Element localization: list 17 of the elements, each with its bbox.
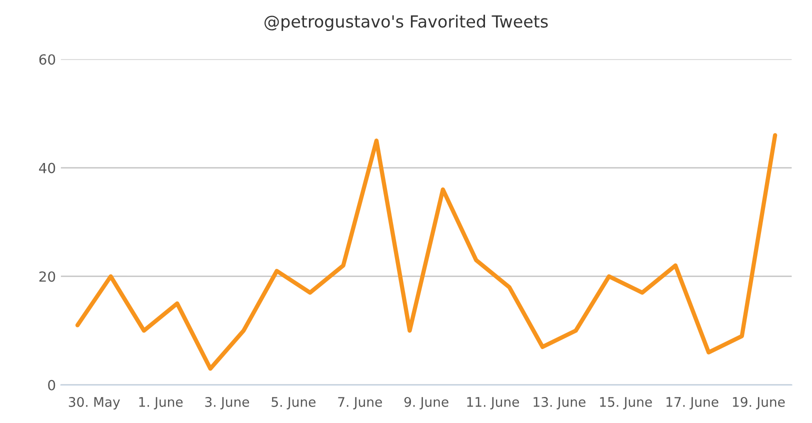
y-tick-label: 60 — [39, 54, 56, 65]
x-tick-label: 3. June — [205, 396, 250, 410]
y-tick-label: 20 — [39, 271, 56, 282]
x-tick-label: 17. June — [666, 397, 718, 410]
x-tick-label: 9. June — [404, 396, 448, 410]
x-tick-label: 7. June — [338, 397, 382, 410]
x-tick-label: 5. June — [272, 397, 316, 410]
x-tick-label: 19. June — [732, 396, 785, 410]
x-tick-label: 1. June — [139, 397, 183, 410]
x-tick-label: 13. June — [534, 396, 586, 410]
y-tick-label: 0 — [48, 380, 56, 390]
line-series — [75, 133, 778, 371]
x-tick-label: 30. May — [68, 396, 120, 410]
y-tick-label: 40 — [39, 162, 56, 174]
x-tick-label: 15. June — [600, 397, 652, 410]
x-tick-label: 11. June — [467, 397, 519, 410]
chart-title: @petrogustavo's Favorited Tweets — [264, 14, 548, 31]
